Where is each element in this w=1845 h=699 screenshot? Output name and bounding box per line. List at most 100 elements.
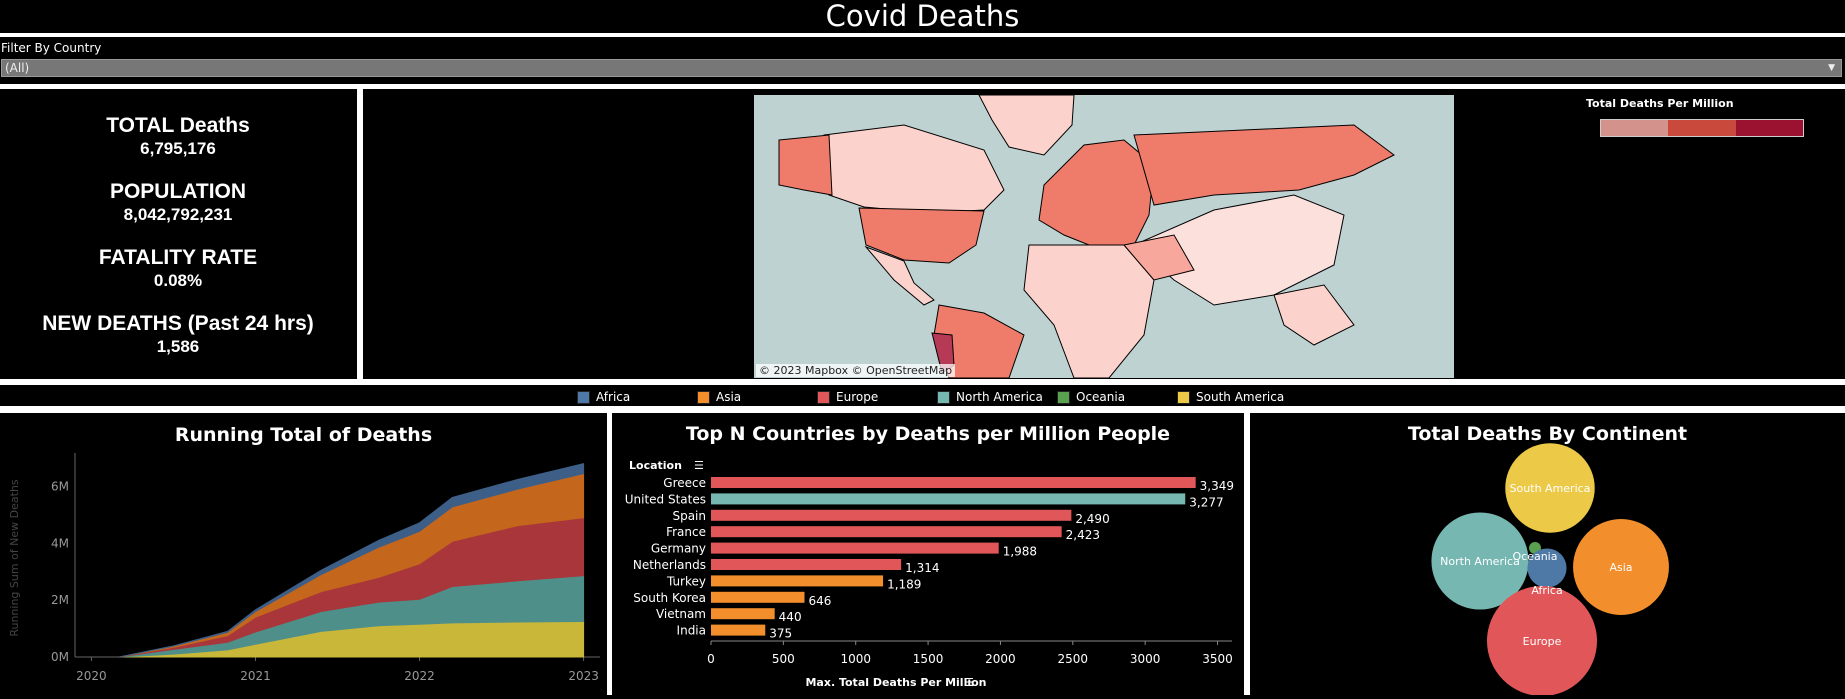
bubble-africa	[1527, 548, 1567, 588]
bubble-label: Oceania	[1513, 550, 1558, 563]
population-value: 8,042,792,231	[123, 205, 233, 224]
area-series-africa	[119, 463, 585, 658]
map-legend-color-ramp	[1600, 119, 1804, 137]
bar	[711, 477, 1196, 488]
bar	[711, 624, 766, 636]
map-region	[978, 95, 1075, 156]
bar	[711, 591, 805, 603]
chevron-down-icon: ▼	[1828, 63, 1835, 73]
bar	[711, 493, 1186, 505]
legend-label: Asia	[716, 390, 742, 404]
sort-icon: ☰	[694, 459, 704, 472]
total-deaths-value: 6,795,176	[140, 139, 216, 158]
bar	[711, 608, 775, 620]
bubble-europe	[1487, 586, 1597, 696]
bar-value-label: 440	[779, 610, 802, 624]
bar-value-label: 375	[769, 627, 792, 641]
bubble-asia	[1573, 519, 1669, 615]
legend-label: Europe	[836, 390, 879, 404]
chart-title: Total Deaths By Continent	[1407, 423, 1688, 445]
legend-swatch	[937, 390, 950, 404]
bubble-label: Africa	[1531, 584, 1562, 597]
divider	[0, 406, 1845, 413]
map-region	[823, 124, 1005, 214]
category-label: Germany	[651, 542, 706, 556]
y-axis-label: Running Sum of New Deaths	[8, 479, 21, 637]
bar-value-label: 3,349	[1200, 479, 1234, 493]
map-region	[858, 207, 985, 264]
filter-value: (All)	[5, 61, 30, 75]
continent-legend: Africa Asia Europe North America Oceania…	[0, 390, 1845, 404]
category-label: Turkey	[666, 574, 706, 588]
chart-title: Top N Countries by Deaths per Million Pe…	[685, 423, 1171, 445]
y-tick-label: 2M	[51, 593, 69, 607]
x-tick-label: 2020	[76, 669, 107, 683]
bar-value-label: 3,277	[1189, 495, 1223, 509]
map-region	[864, 245, 935, 306]
country-filter-dropdown[interactable]: (All) ▼	[1, 59, 1842, 77]
legend-swatch	[1177, 390, 1190, 404]
legend-item-oceania[interactable]: Oceania	[1057, 390, 1125, 404]
legend-swatch	[1057, 390, 1070, 404]
legend-item-europe[interactable]: Europe	[817, 390, 878, 404]
x-tick-label: 3500	[1202, 652, 1233, 666]
map-legend-title: Total Deaths Per Million	[1586, 97, 1734, 110]
chart-title: Running Total of Deaths	[174, 424, 433, 446]
category-label: India	[677, 624, 706, 638]
bubble-north-america	[1431, 512, 1529, 610]
category-label: South Korea	[633, 591, 706, 605]
population-label: POPULATION	[109, 180, 247, 203]
area-chart-svg: 0M 2M 4M 6M 2020 2021 2022 2023 Running Sum of N…	[8, 453, 600, 683]
legend-label: South America	[1196, 390, 1285, 404]
x-tick-label: 2022	[404, 669, 435, 683]
category-label: Netherlands	[633, 558, 706, 572]
map-region	[1133, 194, 1345, 306]
y-tick-label: 4M	[51, 536, 69, 550]
legend-item-asia[interactable]: Asia	[697, 390, 741, 404]
category-label: Vietnam	[656, 607, 706, 621]
bubble-label: Asia	[1609, 561, 1632, 574]
legend-label: Oceania	[1076, 390, 1126, 404]
world-map[interactable]: © 2023 Mapbox © OpenStreetMap	[363, 95, 1845, 378]
x-tick-label: 1000	[840, 652, 871, 666]
category-label: France	[666, 525, 706, 539]
filter-label: Filter By Country	[1, 41, 102, 55]
map-shapes	[778, 95, 1395, 378]
map-region	[1273, 284, 1355, 346]
running-total-chart[interactable]: Running Total of Deaths 0M 2M 4M 6M 2020 2021…	[0, 413, 607, 695]
map-region	[1133, 124, 1395, 206]
kpi-panel: TOTAL Deaths 6,795,176 POPULATION 8,042,…	[0, 95, 356, 378]
legend-item-north-america[interactable]: North America	[937, 390, 1043, 404]
fatality-rate-label: FATALITY RATE	[98, 246, 258, 269]
map-region	[1038, 139, 1155, 248]
bar-value-label: 2,423	[1066, 528, 1100, 542]
category-label: Spain	[672, 509, 706, 523]
bar	[711, 542, 999, 554]
sort-icon: ☰	[964, 676, 974, 689]
divider	[607, 413, 612, 695]
bar-value-label: 646	[808, 594, 831, 608]
bar-value-label: 2,490	[1075, 512, 1109, 526]
y-tick-label: 0M	[51, 650, 69, 664]
map-region	[1123, 234, 1195, 281]
x-axis-label: Max. Total Deaths Per Million	[805, 676, 986, 689]
continent-bubble-chart[interactable]: Total Deaths By Continent South America N…	[1250, 413, 1845, 696]
top-countries-chart[interactable]: Top N Countries by Deaths per Million Pe…	[612, 413, 1244, 695]
x-tick-label: 0	[707, 652, 715, 666]
legend-swatch	[1601, 120, 1669, 136]
divider	[357, 89, 363, 384]
x-tick-label: 2023	[568, 669, 599, 683]
x-tick-label: 1500	[913, 652, 944, 666]
bar	[711, 509, 1072, 521]
map-canvas[interactable]: © 2023 Mapbox © OpenStreetMap	[754, 95, 1454, 378]
x-tick-label: 500	[772, 652, 795, 666]
x-tick-label: 2000	[985, 652, 1016, 666]
bar-value-label: 1,314	[905, 561, 939, 575]
bubble-label: North America	[1440, 555, 1520, 568]
legend-item-africa[interactable]: Africa	[577, 390, 630, 404]
legend-item-south-america[interactable]: South America	[1177, 390, 1284, 404]
bar	[711, 575, 884, 587]
map-region	[1023, 244, 1155, 378]
bar	[711, 559, 902, 570]
legend-swatch	[577, 390, 590, 404]
